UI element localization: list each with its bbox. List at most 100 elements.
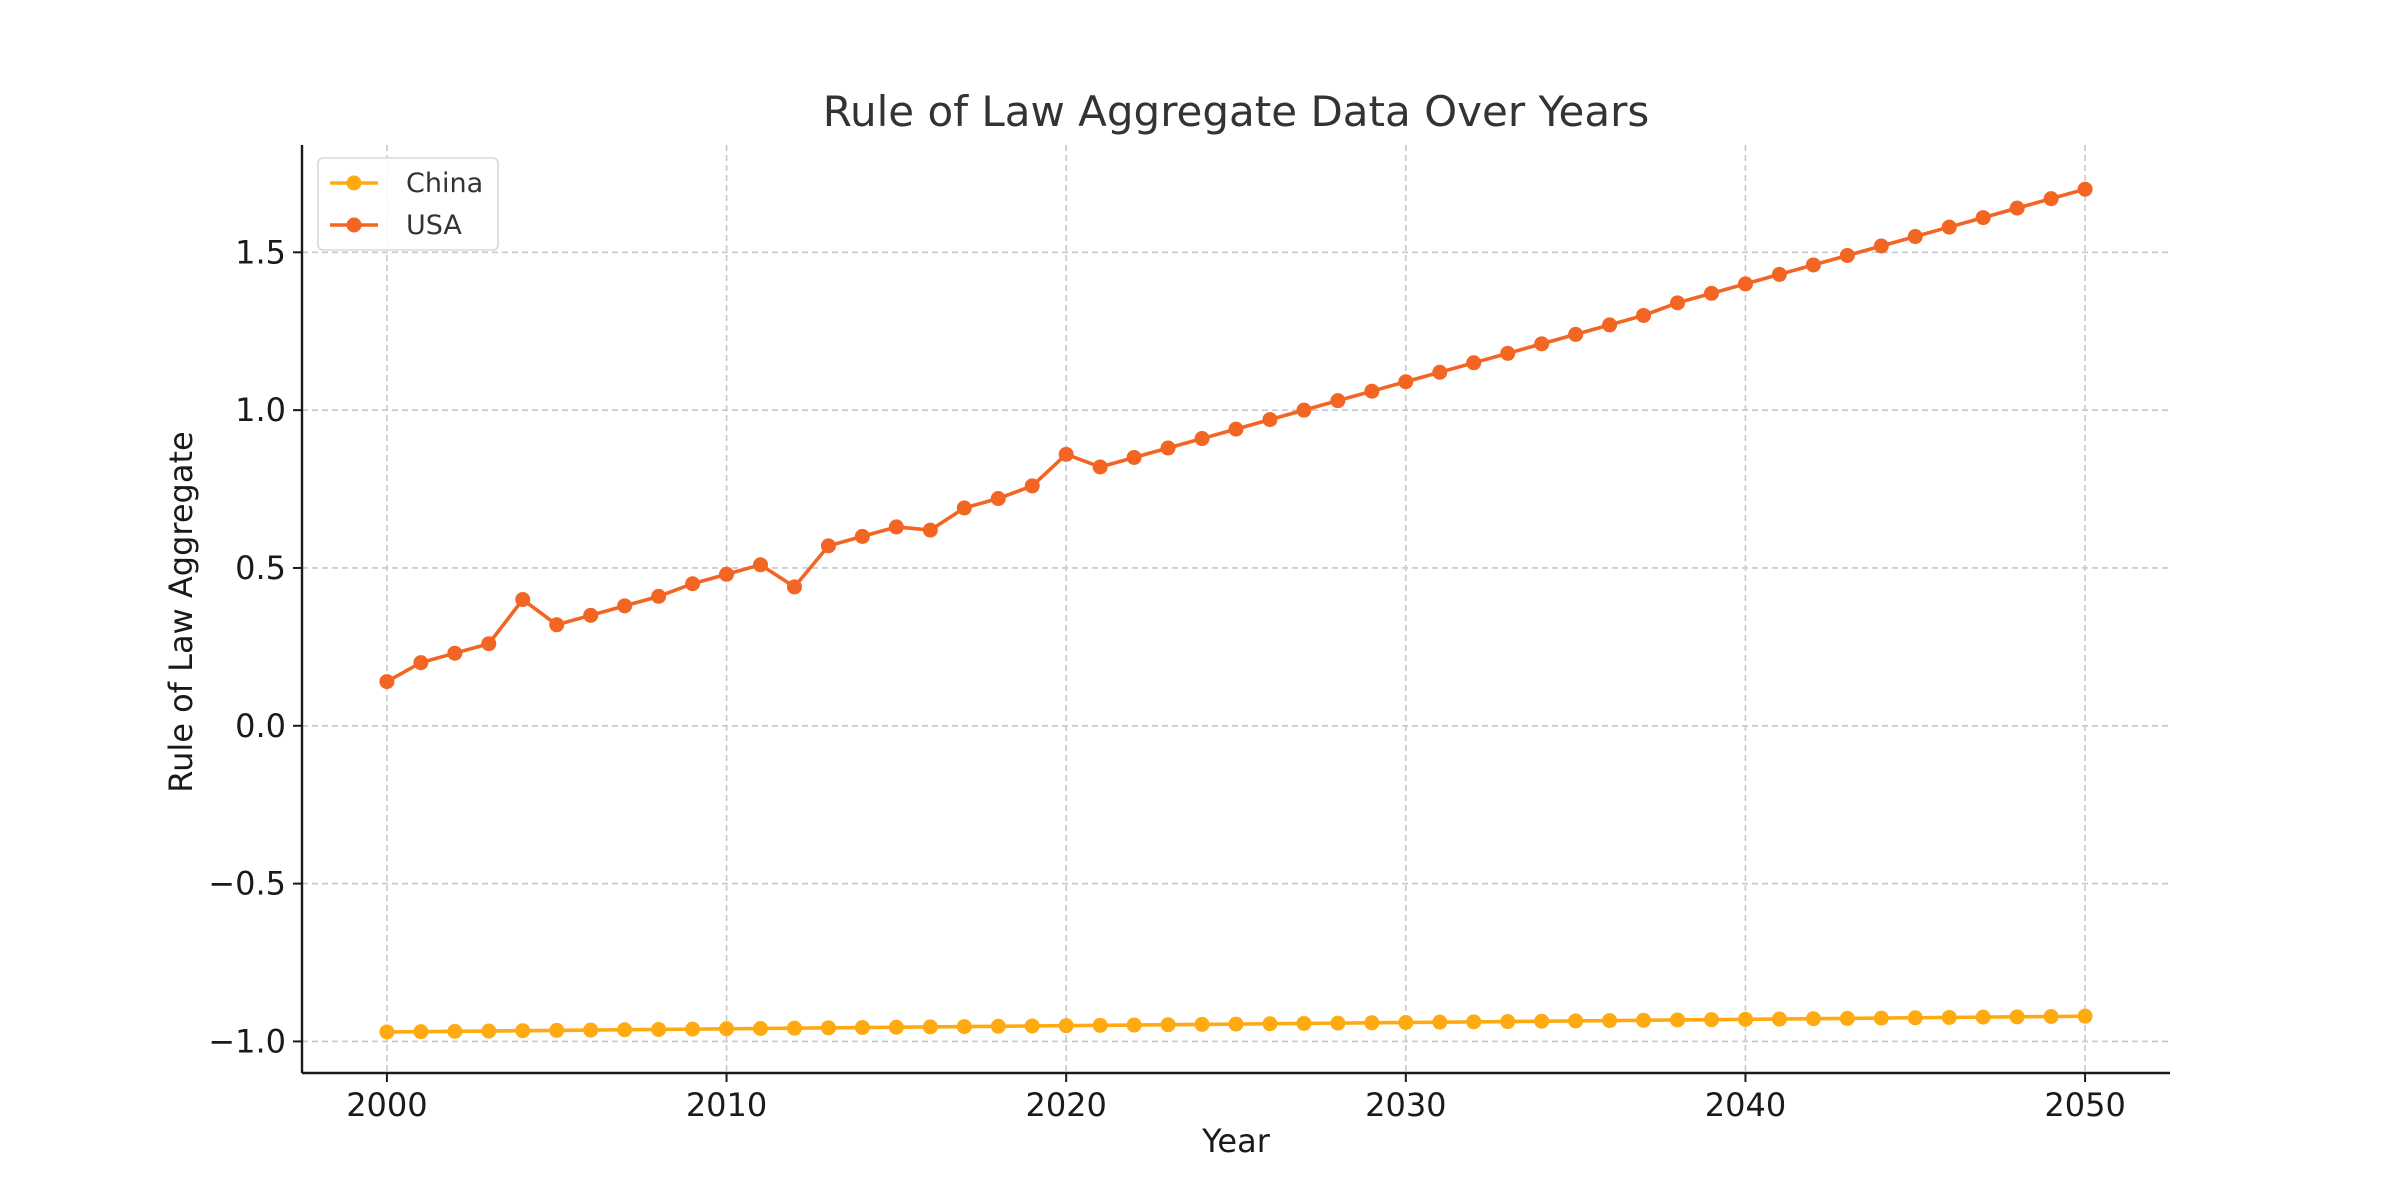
data-point-usa xyxy=(1364,383,1380,399)
data-point-china xyxy=(1941,1009,1957,1025)
data-point-china xyxy=(583,1022,599,1038)
data-point-china xyxy=(1092,1017,1108,1033)
data-point-china xyxy=(956,1019,972,1035)
data-point-china xyxy=(515,1023,531,1039)
y-axis-label: Rule of Law Aggregate xyxy=(162,431,200,792)
data-point-usa xyxy=(1126,449,1142,465)
data-point-china xyxy=(379,1024,395,1040)
data-point-china xyxy=(2077,1008,2093,1024)
x-tick-label: 2010 xyxy=(686,1086,767,1124)
data-point-usa xyxy=(1194,431,1210,447)
data-point-usa xyxy=(583,607,599,623)
data-point-china xyxy=(1602,1013,1618,1029)
x-tick-label: 2040 xyxy=(1705,1086,1786,1124)
y-tick-label: −0.5 xyxy=(208,865,286,903)
data-point-usa xyxy=(1703,285,1719,301)
axes: 2000 2010 2020 2030 2040 2050 −1.0 −0.5 0.0 0.5 1.… xyxy=(208,145,2170,1124)
data-point-china xyxy=(1126,1017,1142,1033)
data-point-china xyxy=(1771,1011,1787,1027)
data-point-usa xyxy=(1805,257,1821,273)
data-point-usa xyxy=(617,598,633,614)
data-point-usa xyxy=(922,522,938,538)
data-point-china xyxy=(1466,1014,1482,1030)
data-point-usa xyxy=(1975,210,1991,226)
x-tick-label: 2030 xyxy=(1365,1086,1446,1124)
data-point-usa xyxy=(1636,307,1652,323)
data-point-china xyxy=(1975,1009,1991,1025)
data-point-china xyxy=(1398,1014,1414,1030)
data-point-china xyxy=(990,1018,1006,1034)
x-tick-label: 2020 xyxy=(1025,1086,1106,1124)
grid xyxy=(302,145,2170,1073)
data-point-usa xyxy=(1873,238,1889,254)
data-point-china xyxy=(1805,1011,1821,1027)
data-point-usa xyxy=(1670,295,1686,311)
data-point-china xyxy=(651,1021,667,1037)
data-point-usa xyxy=(1602,317,1618,333)
data-point-china xyxy=(1703,1012,1719,1028)
data-point-usa xyxy=(413,655,429,671)
data-point-china xyxy=(1058,1018,1074,1034)
y-tick-label: 0.0 xyxy=(235,707,286,745)
data-point-china xyxy=(1636,1012,1652,1028)
data-point-usa xyxy=(2077,181,2093,197)
data-point-usa xyxy=(1296,402,1312,418)
data-point-china xyxy=(854,1020,870,1036)
data-point-usa xyxy=(854,528,870,544)
legend-marker xyxy=(346,217,362,233)
data-point-china xyxy=(1873,1010,1889,1026)
y-tick-label: −1.0 xyxy=(208,1022,286,1060)
data-point-china xyxy=(1500,1014,1516,1030)
data-point-usa xyxy=(820,538,836,554)
data-point-usa xyxy=(1058,446,1074,462)
data-point-china xyxy=(413,1024,429,1040)
data-point-china xyxy=(1670,1012,1686,1028)
data-point-china xyxy=(1296,1015,1312,1031)
data-point-usa xyxy=(685,576,701,592)
data-point-china xyxy=(1194,1016,1210,1032)
data-point-usa xyxy=(990,491,1006,507)
y-tick-label: 0.5 xyxy=(235,549,286,587)
data-point-china xyxy=(719,1021,735,1037)
data-point-china xyxy=(2043,1008,2059,1024)
data-point-china xyxy=(481,1023,497,1039)
data-point-usa xyxy=(1398,374,1414,390)
data-point-china xyxy=(1568,1013,1584,1029)
data-point-china xyxy=(447,1023,463,1039)
data-point-usa xyxy=(1432,364,1448,380)
series-china xyxy=(379,1008,2093,1040)
chart-title: Rule of Law Aggregate Data Over Years xyxy=(823,87,1650,136)
data-point-china xyxy=(1160,1017,1176,1033)
data-point-usa xyxy=(1500,345,1516,361)
data-point-china xyxy=(1907,1010,1923,1026)
data-point-china xyxy=(1330,1015,1346,1031)
data-point-usa xyxy=(786,579,802,595)
data-point-usa xyxy=(447,645,463,661)
data-point-china xyxy=(1024,1018,1040,1034)
data-point-china xyxy=(753,1020,769,1036)
data-point-usa xyxy=(2009,200,2025,216)
data-point-china xyxy=(1839,1010,1855,1026)
data-point-china xyxy=(1364,1015,1380,1031)
data-point-usa xyxy=(1262,412,1278,428)
data-point-china xyxy=(820,1020,836,1036)
data-point-china xyxy=(1262,1016,1278,1032)
data-point-usa xyxy=(481,636,497,652)
x-tick-label: 2000 xyxy=(346,1086,427,1124)
data-point-usa xyxy=(1737,276,1753,292)
data-point-usa xyxy=(1907,229,1923,245)
data-point-usa xyxy=(1839,247,1855,263)
data-point-usa xyxy=(1330,393,1346,409)
data-point-usa xyxy=(1568,326,1584,342)
series-usa xyxy=(379,181,2093,690)
data-point-usa xyxy=(1024,478,1040,494)
data-point-usa xyxy=(1228,421,1244,437)
data-point-china xyxy=(1534,1013,1550,1029)
data-point-china xyxy=(786,1020,802,1036)
data-point-usa xyxy=(1941,219,1957,235)
x-tick-label: 2050 xyxy=(2044,1086,2125,1124)
data-point-usa xyxy=(379,674,395,690)
data-point-china xyxy=(685,1021,701,1037)
data-point-usa xyxy=(1160,440,1176,456)
